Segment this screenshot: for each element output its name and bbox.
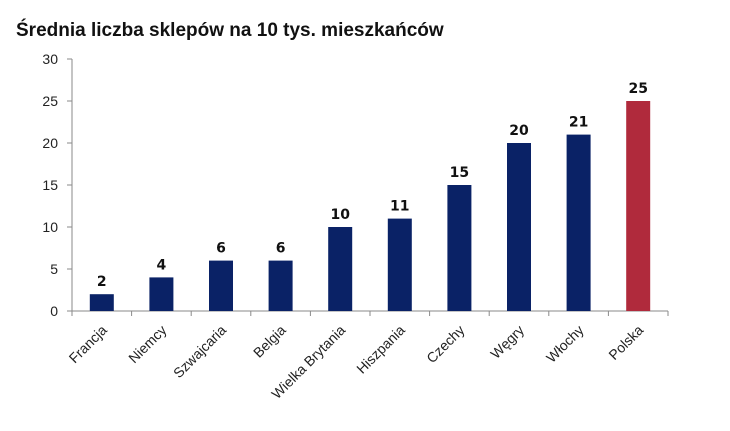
data-label: 20 [509,123,529,139]
category-label: Węgry [487,322,527,362]
category-label: Francja [66,322,110,366]
bar [328,227,353,311]
bar [149,277,174,311]
bar [89,294,114,311]
y-tick-label: 25 [42,93,58,109]
bar [507,143,531,311]
data-label: 10 [330,207,350,223]
chart-axes: 0 5 10 15 20 25 30 [42,51,669,319]
chart-labels: 2Francja4Niemcy6Szwajcaria6Belgia10Wielk… [66,81,648,402]
category-label: Hiszpania [353,322,408,377]
data-label: 6 [216,241,226,257]
category-label: Szwajcaria [170,322,229,381]
y-tick-label: 15 [42,177,58,193]
category-label: Niemcy [125,322,169,366]
bar [209,260,233,311]
chart-title: Średnia liczba sklepów na 10 tys. mieszk… [16,20,444,41]
category-label: Włochy [543,322,587,366]
data-label: 6 [276,241,286,257]
chart-bars [89,101,651,311]
bar [387,218,412,311]
data-label: 21 [569,115,588,131]
bar [566,134,591,311]
data-label: 4 [157,257,167,273]
category-label: Belgia [250,322,289,361]
category-label: Czechy [423,322,467,366]
bar [626,101,651,311]
y-tick-label: 10 [42,219,58,235]
data-label: 15 [450,165,469,181]
bar [447,185,472,311]
y-tick-label: 30 [42,51,58,67]
category-label: Polska [605,322,646,363]
data-label: 11 [390,199,409,215]
y-tick-label: 0 [50,303,58,319]
data-label: 25 [628,81,647,97]
y-tick-label: 5 [50,261,58,277]
y-tick-label: 20 [42,135,58,151]
bar [268,260,293,311]
data-label: 2 [97,274,107,290]
